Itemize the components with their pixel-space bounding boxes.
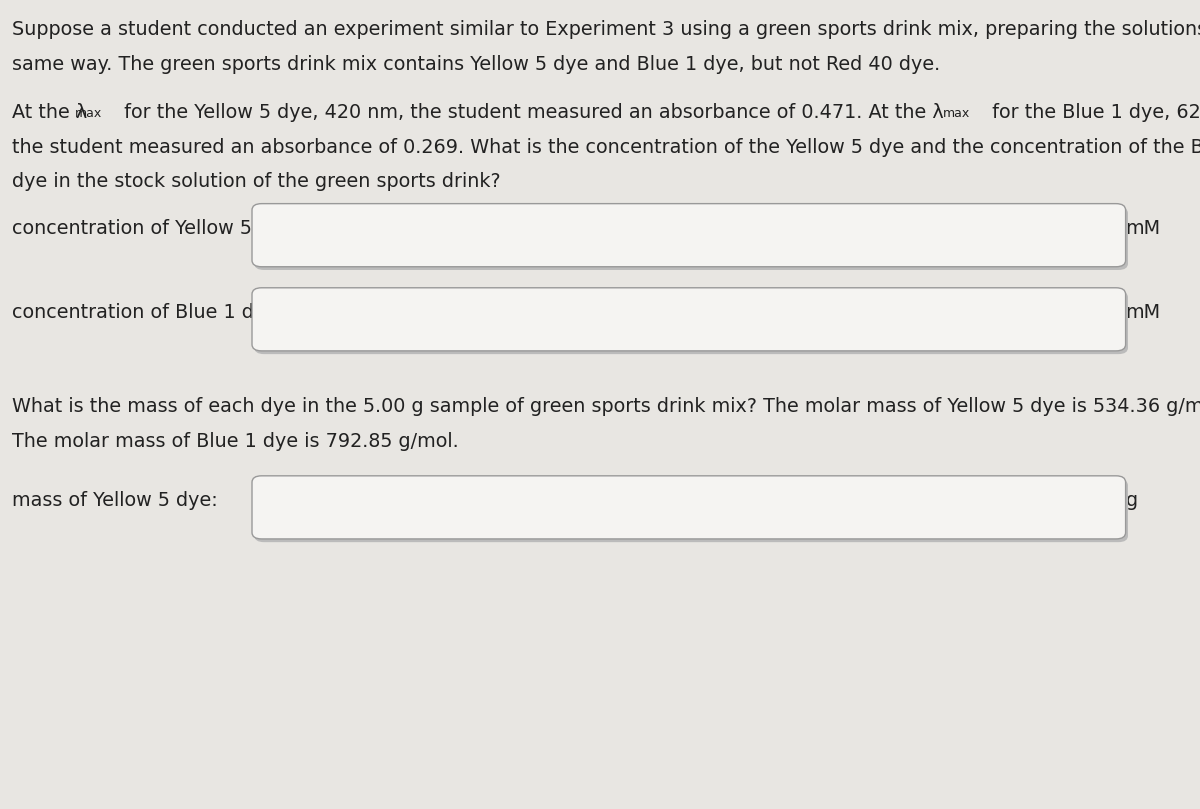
Text: the student measured an absorbance of 0.269. What is the concentration of the Ye: the student measured an absorbance of 0.… xyxy=(12,138,1200,157)
Text: The molar mass of Blue 1 dye is 792.85 g/mol.: The molar mass of Blue 1 dye is 792.85 g… xyxy=(12,432,458,451)
Text: mass of Yellow 5 dye:: mass of Yellow 5 dye: xyxy=(12,491,217,510)
Text: dye in the stock solution of the green sports drink?: dye in the stock solution of the green s… xyxy=(12,172,500,191)
Text: concentration of Yellow 5 dye:: concentration of Yellow 5 dye: xyxy=(12,219,300,238)
Text: same way. The green sports drink mix contains Yellow 5 dye and Blue 1 dye, but n: same way. The green sports drink mix con… xyxy=(12,55,941,74)
Text: for the Yellow 5 dye, 420 nm, the student measured an absorbance of 0.471. At th: for the Yellow 5 dye, 420 nm, the studen… xyxy=(118,103,943,122)
Text: Suppose a student conducted an experiment similar to Experiment 3 using a green : Suppose a student conducted an experimen… xyxy=(12,20,1200,39)
Text: for the Blue 1 dye, 620 nm,: for the Blue 1 dye, 620 nm, xyxy=(986,103,1200,122)
Text: max: max xyxy=(74,107,102,121)
Text: max: max xyxy=(943,107,971,121)
Text: What is the mass of each dye in the 5.00 g sample of green sports drink mix? The: What is the mass of each dye in the 5.00… xyxy=(12,397,1200,416)
Text: g: g xyxy=(1126,491,1138,510)
Text: mM: mM xyxy=(1126,219,1160,238)
Text: concentration of Blue 1 dye:: concentration of Blue 1 dye: xyxy=(12,303,283,322)
Text: |: | xyxy=(271,222,278,244)
Text: At the λ: At the λ xyxy=(12,103,88,122)
Text: mM: mM xyxy=(1126,303,1160,322)
Text: ⊥: ⊥ xyxy=(271,239,280,249)
